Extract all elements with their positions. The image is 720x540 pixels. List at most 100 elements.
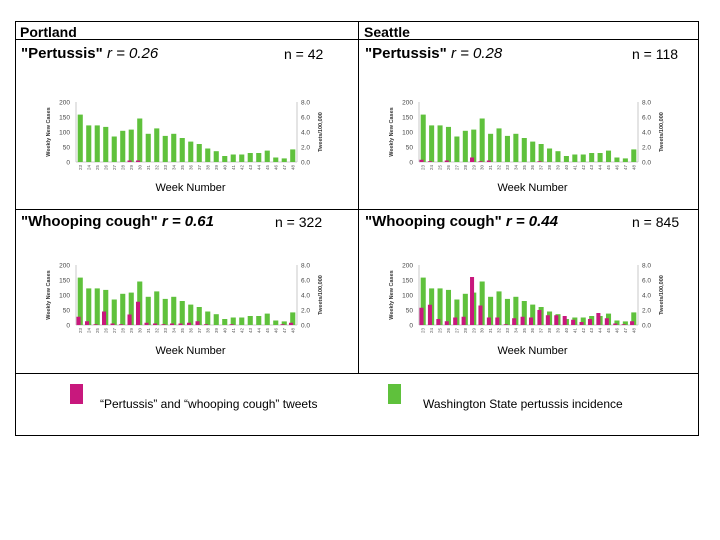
incidence-bar bbox=[179, 138, 185, 162]
x-tick-label: 40 bbox=[564, 165, 569, 171]
incidence-bar bbox=[256, 316, 262, 325]
incidence-bar bbox=[454, 299, 460, 325]
x-tick-label: 31 bbox=[146, 165, 151, 171]
x-axis-title: Week Number bbox=[497, 345, 567, 357]
x-tick-label: 33 bbox=[505, 328, 510, 334]
x-tick-label: 28 bbox=[120, 328, 125, 334]
x-axis-title: Week Number bbox=[155, 345, 225, 357]
x-tick-label: 23 bbox=[421, 328, 426, 334]
tweets-bar bbox=[621, 324, 626, 325]
x-tick-label: 30 bbox=[480, 165, 485, 171]
incidence-bar bbox=[454, 136, 460, 162]
x-tick-label: 27 bbox=[112, 165, 117, 171]
incidence-bar bbox=[479, 118, 485, 162]
incidence-bar bbox=[589, 153, 595, 162]
y2-tick-label: 2.0 bbox=[642, 308, 651, 315]
x-tick-label: 29 bbox=[471, 165, 476, 171]
x-tick-label: 42 bbox=[239, 328, 244, 334]
tweets-bar bbox=[453, 317, 458, 325]
tweets-legend-label: “Pertussis” and “whooping cough” tweets bbox=[100, 397, 318, 411]
y-tick-label: 50 bbox=[406, 308, 414, 315]
tweets-bar bbox=[229, 324, 234, 325]
tweets-bar bbox=[537, 310, 542, 325]
incidence-bar bbox=[580, 154, 586, 162]
y2-tick-label: 4.0 bbox=[301, 130, 310, 137]
x-tick-label: 47 bbox=[623, 165, 628, 171]
tweets-bar bbox=[486, 160, 491, 162]
incidence-bar bbox=[77, 114, 83, 162]
incidence-bar bbox=[597, 153, 603, 162]
incidence-bar bbox=[120, 293, 126, 325]
x-axis-title: Week Number bbox=[155, 182, 225, 194]
tweets-bar bbox=[604, 318, 609, 325]
incidence-bar bbox=[471, 129, 477, 162]
tweets-bar bbox=[85, 321, 90, 325]
x-tick-label: 36 bbox=[188, 165, 193, 171]
tweets-bar bbox=[613, 323, 618, 325]
y-axis-title: Weekly New Cases bbox=[46, 270, 52, 319]
y-tick-label: 50 bbox=[63, 145, 71, 152]
y-tick-label: 100 bbox=[59, 130, 70, 137]
incidence-bar bbox=[171, 133, 177, 162]
chart-seattle-whooping-cough: 0 50 100 150 200 0.0 2.0 4.0 6.0 8.0 Weekly New Ca… bbox=[389, 263, 665, 358]
x-tick-label: 36 bbox=[530, 328, 535, 334]
incidence-bar bbox=[137, 118, 143, 162]
row-divider bbox=[16, 209, 698, 210]
x-tick-label: 31 bbox=[488, 165, 493, 171]
x-tick-label: 30 bbox=[137, 165, 142, 171]
incidence-bar bbox=[128, 292, 134, 325]
y2-axis-title: Tweets/100,000 bbox=[318, 275, 324, 315]
incidence-bar bbox=[622, 321, 628, 325]
y-tick-label: 200 bbox=[402, 100, 413, 107]
tweets-bar bbox=[520, 316, 525, 325]
tweets-bar bbox=[76, 316, 81, 325]
tweets-bar bbox=[461, 316, 466, 325]
x-tick-label: 35 bbox=[522, 328, 527, 334]
incidence-bar bbox=[429, 125, 435, 162]
x-tick-label: 46 bbox=[614, 328, 619, 334]
incidence-bar bbox=[179, 301, 185, 325]
incidence-bar bbox=[504, 298, 510, 325]
chart-portland-whooping-cough: 0 50 100 150 200 0.0 2.0 4.0 6.0 8.0 Weekly New Ca… bbox=[46, 263, 324, 358]
tweets-bar bbox=[486, 317, 491, 325]
x-tick-label: 38 bbox=[547, 328, 552, 334]
r-value: r = 0.61 bbox=[161, 213, 214, 230]
incidence-legend-swatch bbox=[388, 384, 401, 404]
tweets-bar bbox=[554, 315, 559, 325]
incidence-bar bbox=[222, 156, 228, 162]
incidence-bar bbox=[86, 288, 92, 325]
tweets-bar bbox=[127, 160, 132, 162]
y2-tick-label: 8.0 bbox=[642, 100, 651, 107]
incidence-bar bbox=[605, 150, 612, 162]
incidence-bar bbox=[103, 289, 109, 325]
tweets-bar bbox=[119, 324, 124, 325]
incidence-bar bbox=[239, 317, 245, 325]
incidence-bar bbox=[247, 316, 253, 325]
incidence-bar bbox=[513, 133, 519, 162]
x-tick-label: 26 bbox=[103, 328, 108, 334]
chart-seattle-pertussis: 0 50 100 150 200 0.0 2.0 4.0 6.0 8.0 Weekly New Ca… bbox=[389, 100, 665, 195]
incidence-bar bbox=[196, 307, 202, 325]
tweets-bar bbox=[170, 323, 175, 325]
tweets-bar bbox=[195, 321, 200, 325]
chart-portland-pertussis: 0 50 100 150 200 0.0 2.0 4.0 6.0 8.0 Weekly New Ca… bbox=[46, 100, 324, 195]
incidence-bar bbox=[205, 311, 211, 325]
y2-tick-label: 8.0 bbox=[301, 263, 310, 270]
y-tick-label: 150 bbox=[59, 278, 70, 285]
x-tick-label: 34 bbox=[171, 328, 176, 334]
tweets-bar bbox=[204, 324, 209, 325]
y2-tick-label: 0.0 bbox=[642, 323, 651, 330]
incidence-bar bbox=[445, 126, 452, 162]
tweets-bar bbox=[102, 311, 107, 325]
panel-title-portland-whooping-cough: "Whooping cough" r = 0.61 bbox=[21, 213, 214, 230]
r-value: r = 0.44 bbox=[505, 213, 558, 230]
y2-tick-label: 0.0 bbox=[301, 323, 310, 330]
x-tick-label: 43 bbox=[248, 328, 253, 334]
tweets-legend-swatch bbox=[70, 384, 83, 404]
x-tick-label: 26 bbox=[103, 165, 108, 171]
incidence-bar bbox=[213, 314, 219, 325]
x-tick-label: 23 bbox=[78, 328, 83, 334]
incidence-bar bbox=[290, 312, 296, 325]
x-tick-label: 36 bbox=[530, 165, 535, 171]
tweets-bar bbox=[630, 321, 635, 325]
